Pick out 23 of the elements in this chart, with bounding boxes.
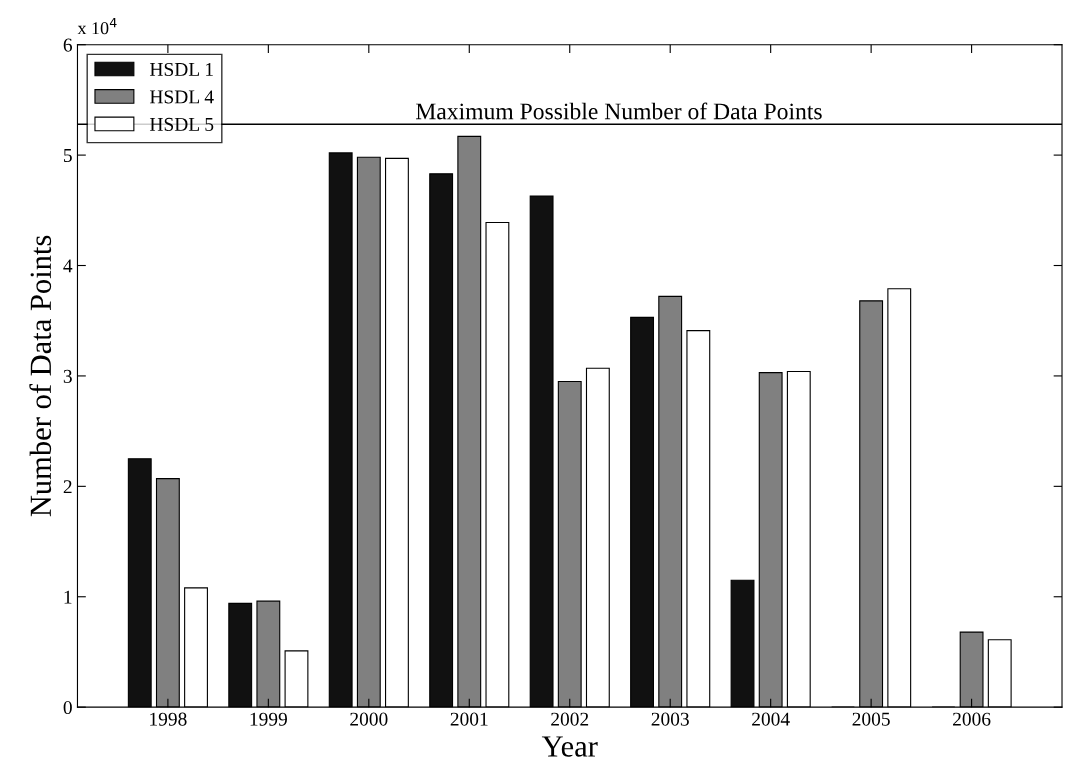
x-tick-label: 2002 xyxy=(551,712,589,726)
x-tick-label: 2006 xyxy=(953,712,991,726)
ref-line-label: Maximum Possible Number of Data Points xyxy=(416,102,822,120)
x-tick-label: 2001 xyxy=(450,712,488,726)
y-tick-label: 3 xyxy=(63,369,72,383)
legend-label: HSDL 1 xyxy=(149,62,213,76)
x-tick-label: 2003 xyxy=(651,712,689,726)
y-tick-label: 5 xyxy=(64,149,72,163)
y-tick-label: 4 xyxy=(63,259,73,273)
legend-label: HSDL 5 xyxy=(149,117,214,131)
x-tick-label: 2004 xyxy=(752,712,790,726)
y-tick-label: 1 xyxy=(64,590,72,604)
x-tick-label: 2005 xyxy=(852,712,890,726)
y-tick-label: 0 xyxy=(63,700,72,715)
x-tick-label: 2000 xyxy=(350,712,388,726)
x-tick-label: 1998 xyxy=(150,712,187,726)
x-tick-label: 1999 xyxy=(250,712,287,726)
y-tick-label: 6 xyxy=(63,38,73,52)
text: x 10$^{4}$ xyxy=(77,17,117,35)
x-axis-title: Year xyxy=(541,736,598,757)
y-tick-label: 2 xyxy=(63,480,72,494)
y-axis-title: Number of Data Points xyxy=(29,235,52,517)
legend-label: HSDL 4 xyxy=(149,90,214,104)
